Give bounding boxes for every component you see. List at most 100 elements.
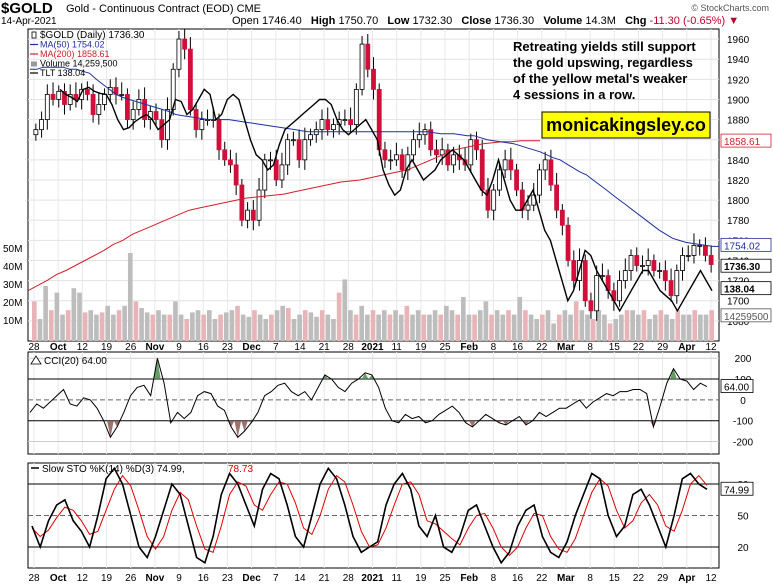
chart-header: $GOLD Gold - Continuous Contract (EOD) C…: [0, 0, 773, 28]
volume-bar: [483, 301, 489, 341]
volume-bar: [540, 314, 545, 341]
candle-body: [187, 48, 193, 110]
volume-bar: [619, 314, 624, 341]
candle-body: [176, 38, 182, 70]
volume-bar: [269, 314, 274, 341]
panel-frame-2: [27, 351, 720, 455]
volume-bar: [190, 312, 195, 341]
volume-bar: [240, 314, 246, 341]
cci-oversold-fill: [522, 420, 530, 425]
price-x-label: 16: [512, 342, 524, 353]
sto-x-label: 16: [198, 573, 210, 584]
sto-x-label: 8: [587, 573, 593, 584]
price-tick-label: 1880: [727, 116, 750, 127]
candle-body: [273, 159, 279, 181]
volume-bar: [116, 310, 122, 341]
close-axis-tag-box: [720, 258, 772, 273]
price-x-label: 28: [343, 342, 355, 353]
cci-overbought-fill: [361, 372, 369, 380]
volume-bar: [398, 314, 404, 341]
volume-bar: [703, 314, 709, 341]
sto-x-label: 2021: [361, 573, 384, 584]
cci-oversold-fill: [107, 420, 114, 438]
candle-body: [136, 99, 142, 110]
price-x-label: 28: [28, 342, 40, 353]
candle-body: [256, 189, 262, 221]
volume-bar: [692, 310, 698, 341]
sto-title-red: 78.73: [228, 464, 253, 475]
candle-body: [268, 159, 273, 162]
sto-k-line: [31, 466, 708, 565]
ticker-symbol: $GOLD: [1, 0, 53, 17]
volume-bar: [556, 314, 562, 341]
legend-entry: MA(200) 1858.61: [40, 49, 110, 59]
candle-body: [290, 139, 296, 142]
candle-body: [428, 129, 434, 151]
volume-bar: [353, 314, 359, 341]
sto-x-label: Mar: [557, 573, 575, 584]
sto-title: Slow STO %K(14) %D(3) 74.99,: [42, 464, 185, 475]
price-x-label: Mar: [557, 342, 575, 353]
cci-level-label: 200: [735, 354, 752, 365]
volume-bar: [54, 292, 60, 341]
ma50-axis-tag-box: [720, 237, 772, 252]
volume-bar: [122, 305, 127, 341]
volume-bar: [523, 310, 528, 341]
price-x-label: 29: [657, 342, 669, 353]
candle-body: [62, 91, 67, 105]
candle-body: [342, 119, 348, 121]
volume-bar: [342, 279, 348, 341]
sto-x-label: 22: [536, 573, 548, 584]
candle-body: [542, 159, 548, 171]
volume-bar: [602, 314, 607, 341]
volume-bar: [71, 288, 77, 341]
candle-body: [399, 154, 405, 171]
volume-bar: [579, 310, 585, 341]
price-x-label: 16: [198, 342, 210, 353]
price-x-label: 26: [125, 342, 137, 353]
sto-x-label: Nov: [145, 573, 164, 584]
price-x-label: 14: [294, 342, 306, 353]
volume-bar: [178, 314, 184, 341]
candle-body: [393, 154, 399, 161]
volume-axis-label: 30M: [3, 280, 22, 291]
volume-bar: [506, 310, 511, 341]
volume-bar: [336, 292, 342, 341]
volume-bar: [387, 314, 393, 341]
volume-axis-label: 50M: [3, 244, 22, 255]
ma200-axis-tag-box: [720, 133, 772, 148]
candle-body: [319, 119, 325, 131]
sto-x-label: 22: [633, 573, 645, 584]
sto-x-label: 21: [319, 573, 331, 584]
volume-bar: [319, 310, 325, 341]
sto-level-label: 50: [737, 512, 749, 523]
cci-triangle-icon: [30, 355, 42, 365]
candle-body: [479, 149, 485, 191]
volume-bar: [410, 314, 415, 341]
volume-bar: [658, 310, 664, 341]
candle-body: [102, 94, 107, 105]
candle-body: [331, 124, 336, 131]
candle-body: [96, 104, 102, 115]
price-x-label: 11: [391, 342, 402, 353]
candle-body: [600, 275, 605, 277]
candle-body: [296, 139, 302, 161]
candle-body: [617, 280, 622, 302]
candle-body: [559, 209, 565, 226]
volume-bar: [489, 314, 494, 341]
volume-value: 14.3M: [585, 15, 616, 27]
candle-body: [371, 68, 376, 90]
volume-axis-tag-box: [720, 308, 772, 323]
candle-body: [325, 119, 331, 131]
volume-bar: [517, 297, 523, 341]
candle-body: [125, 94, 130, 120]
candle-body: [50, 94, 56, 100]
sto-x-label: 29: [657, 573, 669, 584]
price-x-label: Apr: [678, 342, 695, 353]
sto-x-label: 8: [491, 573, 497, 584]
cci-level-label: -200: [733, 438, 753, 449]
volume-bar: [669, 319, 675, 341]
candle-body: [216, 119, 222, 151]
volume-bar: [274, 310, 280, 341]
